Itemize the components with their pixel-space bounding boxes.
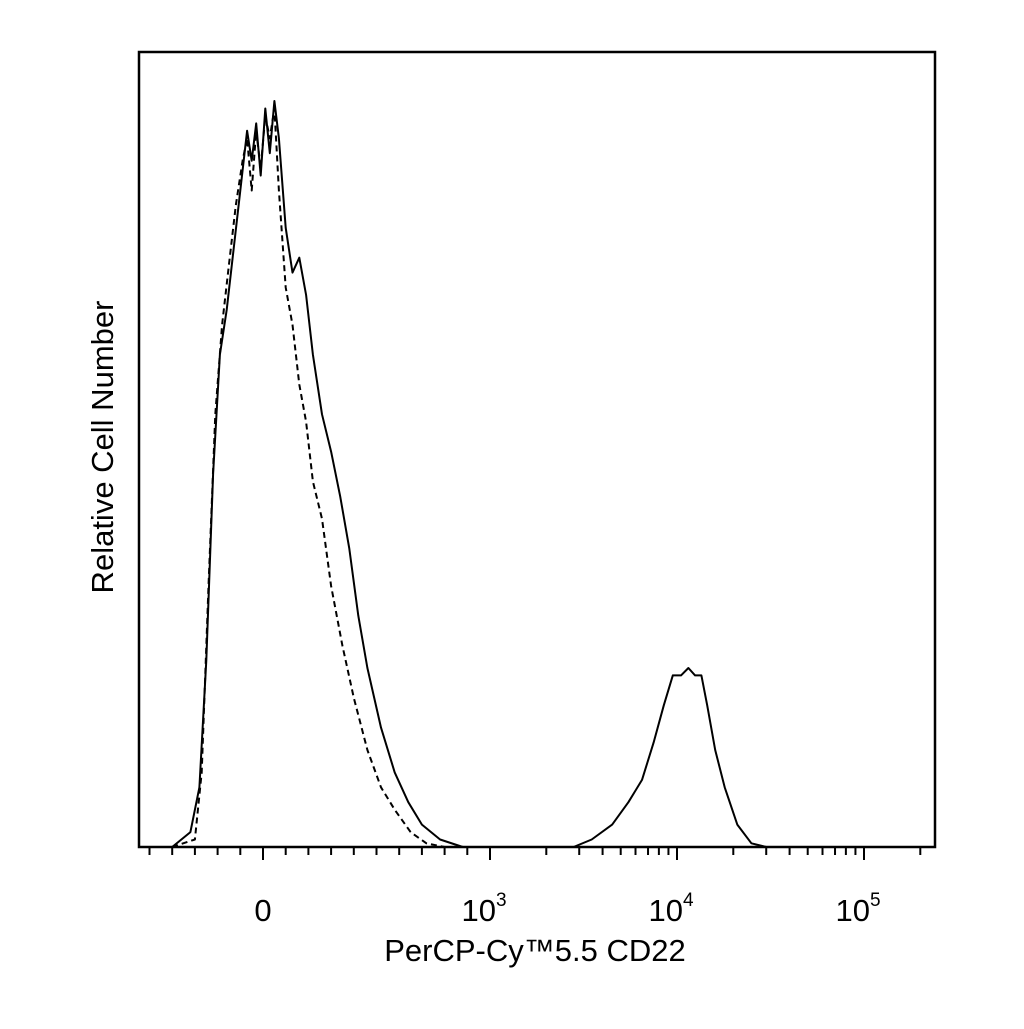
x-axis-title: PerCP-Cy™5.5 CD22 bbox=[384, 933, 685, 968]
y-axis-title: Relative Cell Number bbox=[85, 301, 120, 594]
plot-frame bbox=[137, 50, 937, 849]
cd22-stained-curve bbox=[171, 100, 921, 848]
x-tick-label: 105 bbox=[835, 890, 880, 928]
histogram-curves bbox=[171, 100, 921, 848]
x-tick-label: 0 bbox=[254, 893, 271, 928]
x-tick-label: 104 bbox=[648, 890, 693, 928]
isotype-control-curve bbox=[171, 107, 921, 848]
x-axis-ticks bbox=[148, 847, 922, 860]
x-tick-labels: 0 103 104 105 bbox=[254, 890, 880, 928]
x-tick-label: 103 bbox=[461, 890, 506, 928]
